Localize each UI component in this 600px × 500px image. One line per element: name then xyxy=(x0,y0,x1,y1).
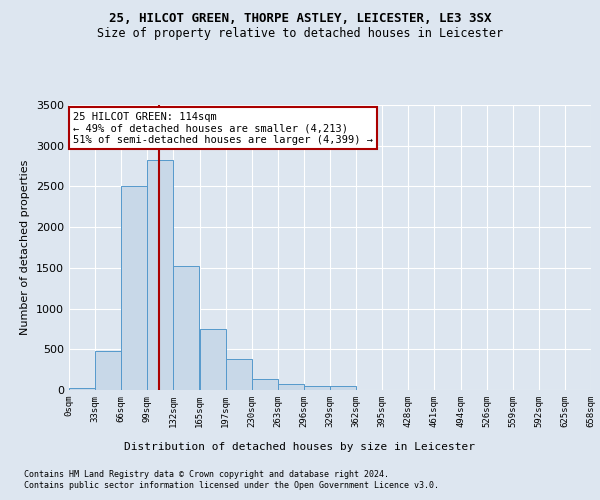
Bar xyxy=(278,384,304,390)
Text: Distribution of detached houses by size in Leicester: Distribution of detached houses by size … xyxy=(125,442,476,452)
Bar xyxy=(330,386,356,390)
Text: Contains public sector information licensed under the Open Government Licence v3: Contains public sector information licen… xyxy=(24,481,439,490)
Bar xyxy=(121,186,148,390)
Text: 25, HILCOT GREEN, THORPE ASTLEY, LEICESTER, LE3 3SX: 25, HILCOT GREEN, THORPE ASTLEY, LEICEST… xyxy=(109,12,491,26)
Text: Size of property relative to detached houses in Leicester: Size of property relative to detached ho… xyxy=(97,28,503,40)
Bar xyxy=(304,386,330,390)
Bar xyxy=(226,358,252,390)
Bar xyxy=(173,266,199,390)
Bar xyxy=(199,329,226,390)
Bar xyxy=(148,160,173,390)
Y-axis label: Number of detached properties: Number of detached properties xyxy=(20,160,31,335)
Bar xyxy=(69,388,95,390)
Bar xyxy=(252,378,278,390)
Bar xyxy=(95,351,121,390)
Text: 25 HILCOT GREEN: 114sqm
← 49% of detached houses are smaller (4,213)
51% of semi: 25 HILCOT GREEN: 114sqm ← 49% of detache… xyxy=(73,112,373,144)
Text: Contains HM Land Registry data © Crown copyright and database right 2024.: Contains HM Land Registry data © Crown c… xyxy=(24,470,389,479)
